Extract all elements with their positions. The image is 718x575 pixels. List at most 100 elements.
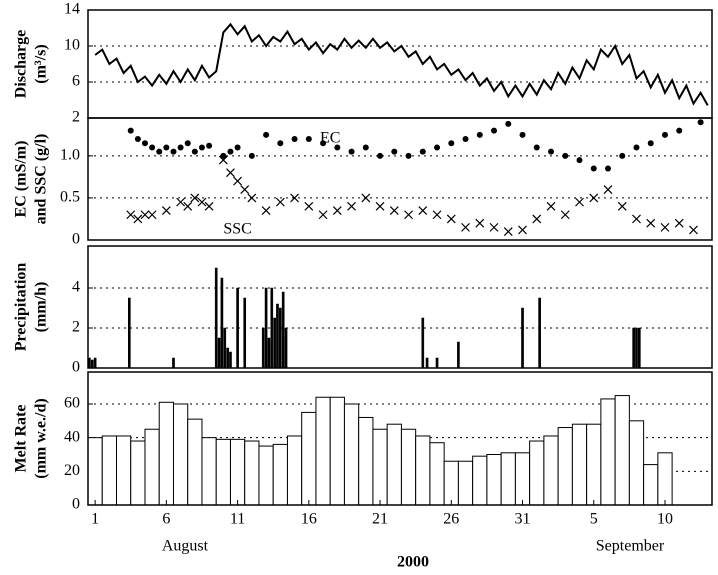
ssc-point: [147, 210, 157, 220]
y-tick-label: 2: [72, 319, 80, 336]
ec-point: [562, 152, 569, 159]
ssc-point: [140, 210, 150, 220]
ec-point: [419, 148, 426, 155]
ssc-point: [361, 193, 371, 203]
ssc-point: [275, 197, 285, 207]
ec-point: [277, 140, 284, 147]
ec-point: [377, 152, 384, 159]
bar: [214, 267, 218, 369]
x-tick-label: 11: [230, 511, 245, 528]
y-tick-label: 40: [64, 428, 80, 445]
ssc-point: [646, 218, 656, 228]
y-tick-label: 60: [64, 395, 80, 412]
bar: [261, 327, 265, 369]
bar: [217, 337, 221, 369]
ec-point: [548, 148, 555, 155]
bar: [286, 435, 303, 506]
bar: [638, 327, 641, 369]
ssc-point: [446, 214, 456, 224]
ec-point: [462, 136, 469, 143]
bar: [435, 357, 439, 369]
bar: [267, 337, 271, 369]
bar: [223, 327, 227, 369]
ssc-point: [233, 176, 243, 186]
ec-point: [198, 144, 205, 151]
ec-point: [391, 148, 398, 155]
bar: [557, 427, 573, 506]
bar: [457, 341, 460, 369]
ssc-point: [632, 214, 641, 224]
bar: [301, 411, 317, 506]
series-label: SSC: [223, 221, 251, 238]
bar: [614, 395, 630, 506]
ssc-point: [226, 168, 235, 178]
bar: [273, 317, 276, 369]
bar: [220, 277, 224, 369]
ec-point: [156, 148, 163, 155]
y-axis-label: Discharge: [13, 30, 30, 98]
ec-point: [191, 148, 198, 155]
y-axis-label: (mm w.e./d): [33, 398, 50, 478]
bar: [415, 435, 431, 506]
ssc-point: [518, 225, 527, 235]
y-axis-label: (m³/s): [33, 44, 50, 83]
bar: [229, 438, 246, 506]
series-label: EC: [320, 130, 340, 147]
bar: [279, 307, 282, 369]
ssc-point: [190, 193, 200, 203]
y-tick-label: 0.5: [60, 189, 80, 206]
ec-point: [405, 152, 412, 159]
ec-point: [590, 165, 597, 172]
bar: [329, 396, 345, 506]
x-tick-label: 10: [657, 511, 673, 528]
ssc-point: [546, 201, 556, 211]
ssc-point: [532, 214, 542, 224]
panel-frame: [87, 9, 713, 119]
plot-area: [94, 22, 709, 106]
y-tick-label: 14: [64, 1, 80, 18]
ec-point: [448, 140, 455, 147]
ssc-point: [461, 222, 470, 232]
ec-point: [220, 152, 227, 159]
ec-point: [177, 144, 184, 151]
ec-point: [248, 152, 255, 159]
ec-point: [127, 127, 134, 134]
bar: [386, 423, 402, 506]
x-tick-label: 16: [301, 511, 317, 528]
ec-point: [263, 131, 270, 138]
ssc-point: [347, 201, 356, 211]
y-axis-label: (mm/h): [33, 282, 50, 333]
ssc-point: [197, 197, 207, 207]
ssc-point: [432, 210, 442, 220]
bar: [244, 440, 260, 506]
bar: [158, 401, 174, 506]
bar: [236, 287, 239, 369]
bar: [276, 303, 279, 369]
bar: [115, 435, 132, 506]
ec-point: [505, 120, 512, 127]
ec-point: [141, 140, 148, 147]
ec-point: [206, 142, 213, 149]
y-tick-label: 0: [72, 231, 80, 248]
bar: [87, 437, 103, 506]
x-tick-label: 26: [443, 511, 459, 528]
ssc-point: [218, 155, 228, 165]
y-axis-label: Melt Rate: [13, 405, 30, 473]
ec-point: [576, 157, 583, 164]
ec-point: [491, 127, 498, 134]
plot-area: [126, 119, 704, 237]
ec-point: [619, 152, 626, 159]
ssc-point: [183, 201, 193, 211]
y-axis-label: and SSC (g/l): [33, 134, 50, 225]
x-tick-label: 6: [162, 511, 170, 528]
bar: [571, 423, 588, 506]
y-tick-label: 20: [64, 462, 80, 479]
bar: [529, 440, 545, 506]
bar: [372, 428, 388, 506]
ec-point: [434, 144, 441, 151]
ec-point: [227, 148, 234, 155]
bar: [657, 452, 673, 506]
bar: [215, 438, 231, 506]
y-tick-label: 1.0: [60, 147, 80, 164]
ec-point: [305, 136, 312, 143]
